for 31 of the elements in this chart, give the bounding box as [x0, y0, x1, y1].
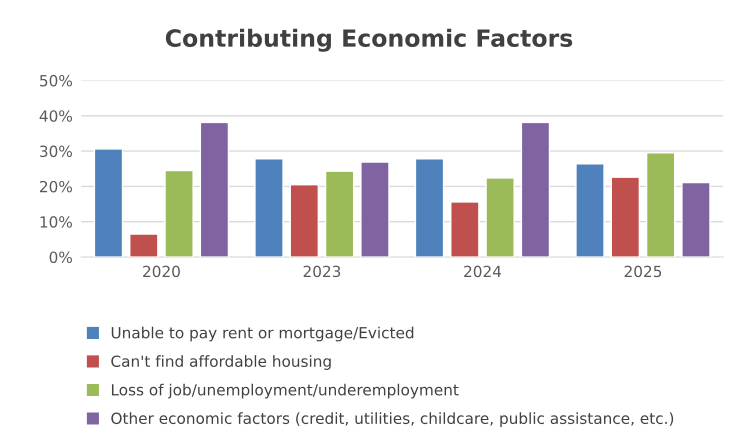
y-tick-label: 30%: [40, 146, 72, 158]
bar: [610, 176, 640, 258]
x-tick-label: 2020: [143, 266, 180, 278]
legend-label: Unable to pay rent or mortgage/Evicted: [112, 326, 414, 342]
legend-label: Other economic factors (credit, utilities, childcare, public assistance, etc.): [111, 412, 674, 428]
y-tick-label: 20%: [40, 180, 72, 192]
y-tick-label: 50%: [40, 74, 72, 86]
x-tick-label: 2025: [624, 266, 662, 278]
bar: [200, 122, 230, 258]
legend-label: Loss of job/unemployment/underemployment: [112, 384, 459, 399]
bar: [681, 182, 711, 258]
y-tick-label: 10%: [40, 216, 72, 228]
bar: [129, 233, 159, 258]
bar: [254, 158, 284, 258]
bar: [360, 161, 390, 258]
x-tick-label: 2023: [304, 266, 340, 278]
bar: [485, 177, 515, 258]
bar: [575, 163, 605, 258]
bar: [520, 122, 550, 258]
y-tick-label: 40%: [40, 110, 72, 122]
y-tick-label: 0%: [50, 251, 72, 264]
bar: [646, 152, 676, 258]
chart-title: Contributing Economic Factors: [166, 28, 572, 52]
x-tick-label: 2024: [464, 266, 502, 278]
bar: [450, 201, 480, 258]
bar: [164, 170, 194, 258]
bar: [414, 158, 444, 258]
legend-label: Can't find affordable housing: [111, 355, 331, 370]
bar: [290, 184, 320, 258]
bar: [324, 170, 354, 258]
bar: [94, 148, 124, 258]
